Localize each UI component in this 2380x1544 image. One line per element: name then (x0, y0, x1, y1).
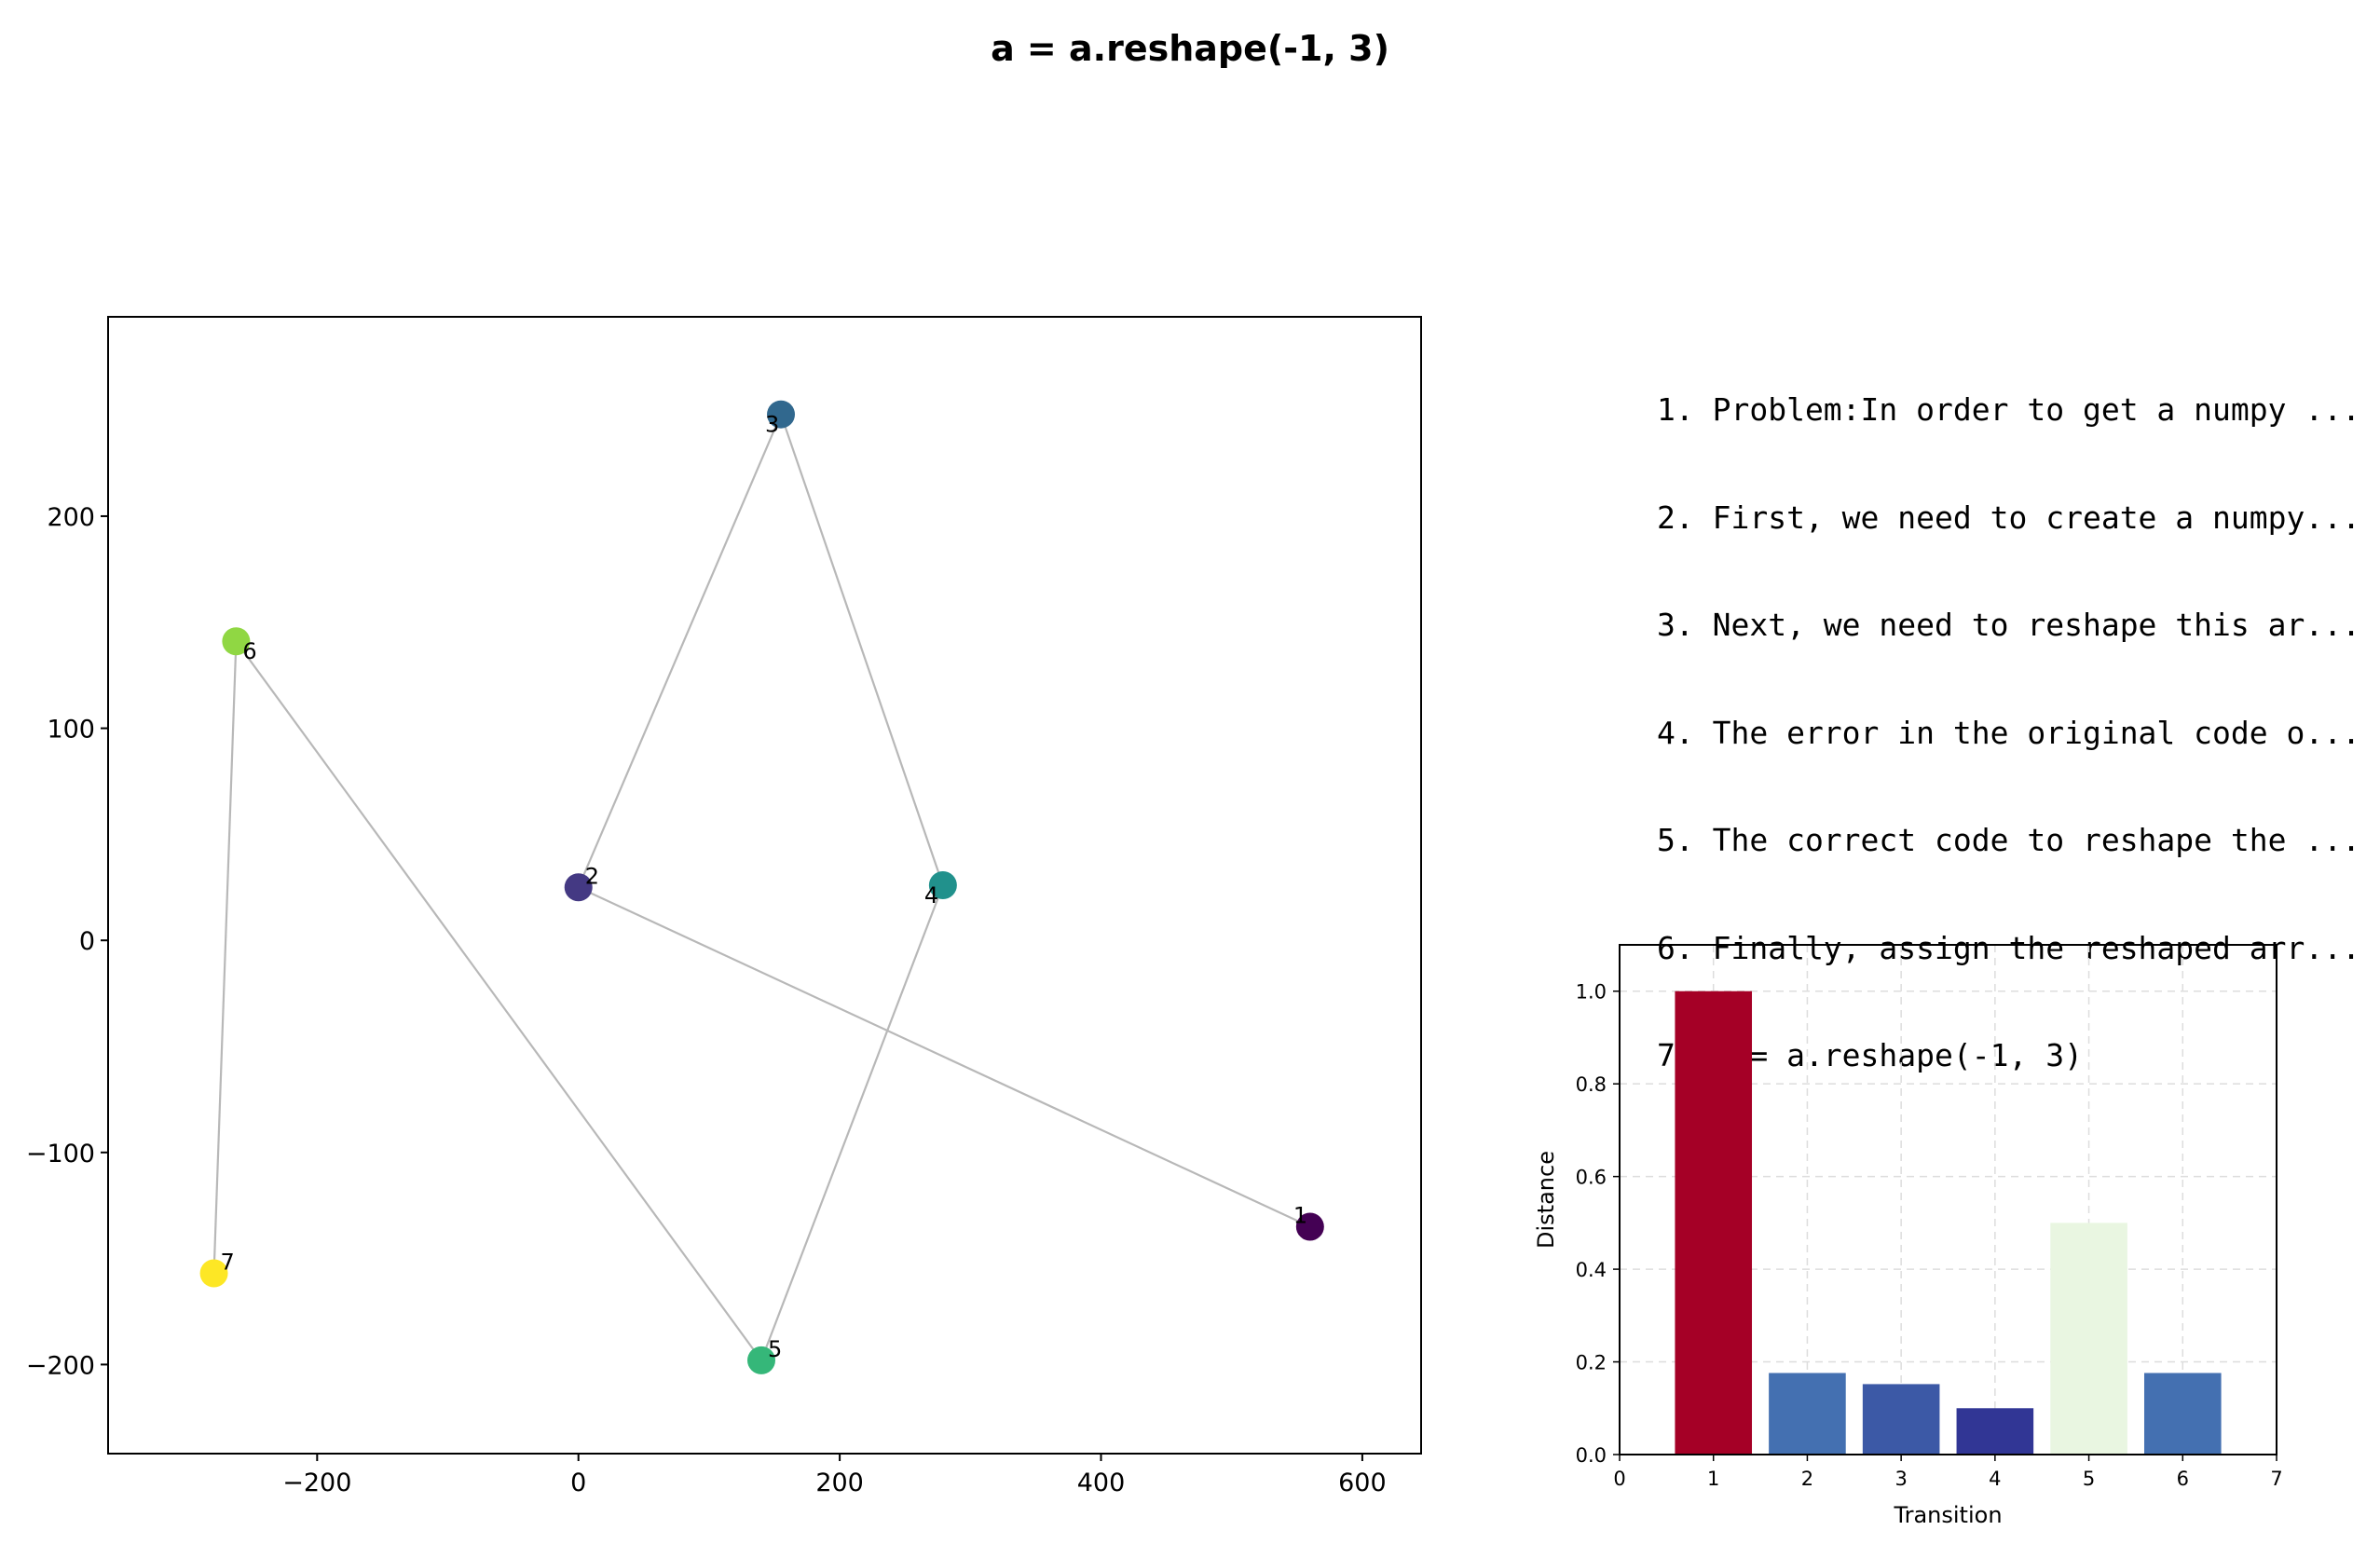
x-tick-label: 1 (1707, 1468, 1719, 1490)
x-tick-label: 6 (2177, 1468, 2189, 1490)
scatter-chart: 1 2 3 4 5 6 7 −200 0 200 400 600 −200 −100 0 100 200 (26, 316, 1422, 1497)
step-line: 2. First, we need to create a numpy... (1657, 499, 2360, 536)
connection-line (577, 414, 783, 888)
step-line: 6. Finally, assign the reshaped arr... (1657, 929, 2360, 966)
step-line: 3. Next, we need to reshape this ar... (1657, 607, 2360, 643)
x-tick-label: 2 (1801, 1468, 1813, 1490)
step-line: 4. The error in the original code o... (1657, 714, 2360, 751)
x-tick-label: 3 (1894, 1468, 1907, 1490)
point-label: 6 (242, 638, 256, 664)
y-axis-label: Distance (1533, 1151, 1559, 1249)
bar (1769, 1373, 1846, 1455)
data-point (199, 1259, 228, 1288)
step-line: 5. The correct code to reshape the ... (1657, 822, 2360, 858)
figure-title: a = a.reshape(-1, 3) (991, 28, 1389, 69)
x-tick-label: 0 (570, 1469, 586, 1497)
data-point (222, 627, 251, 656)
step-line: 7. a = a.reshape(-1, 3) (1657, 1037, 2083, 1073)
data-point (767, 400, 796, 429)
connection-line (779, 414, 944, 886)
y-tick-label: −200 (26, 1351, 95, 1380)
x-tick-label: −200 (282, 1469, 351, 1497)
y-tick-label: −100 (26, 1140, 95, 1168)
data-point (1295, 1212, 1324, 1241)
bar (1956, 1408, 2034, 1455)
bar (2050, 1223, 2127, 1455)
x-tick-label: 400 (1077, 1469, 1126, 1497)
data-point (746, 1346, 775, 1374)
bar (2143, 1373, 2222, 1455)
data-point (928, 871, 957, 899)
point-label: 2 (585, 863, 599, 889)
point-label: 4 (924, 882, 938, 909)
connection-line (212, 641, 238, 1274)
x-axis-label: Transition (1893, 1502, 2002, 1528)
y-tick-label: 1.0 (1576, 981, 1607, 1004)
point-label: 3 (765, 412, 779, 438)
steps-list: 1. Problem:In order to get a numpy ... 2… (1657, 321, 2380, 1110)
y-tick-label: 200 (47, 503, 95, 532)
step-line: 1. Problem:In order to get a numpy ... (1657, 391, 2360, 428)
x-tick-label: 7 (2270, 1468, 2282, 1490)
point-label: 1 (1293, 1202, 1307, 1228)
x-tick-label: 600 (1338, 1469, 1387, 1497)
x-tick-label: 5 (2083, 1468, 2095, 1490)
y-tick-label: 0.0 (1576, 1444, 1607, 1467)
connection-line (578, 886, 1311, 1228)
point-label: 5 (768, 1336, 782, 1362)
y-tick-label: 0.2 (1576, 1352, 1607, 1374)
y-tick-label: 0.4 (1576, 1259, 1607, 1281)
x-tick-label: 4 (1989, 1468, 2001, 1490)
connection-line (759, 884, 944, 1361)
y-tick-label: 100 (47, 716, 95, 745)
y-tick-label: 0.8 (1576, 1073, 1607, 1096)
point-label: 7 (221, 1250, 235, 1276)
y-tick-label: 0 (79, 927, 95, 956)
y-tick-label: 0.6 (1576, 1167, 1607, 1189)
bar (1862, 1384, 1940, 1455)
plot-frame (107, 316, 1422, 1455)
connection-line (235, 640, 762, 1361)
x-tick-label: 0 (1613, 1468, 1625, 1490)
data-point (564, 873, 593, 902)
x-tick-label: 200 (815, 1469, 864, 1497)
